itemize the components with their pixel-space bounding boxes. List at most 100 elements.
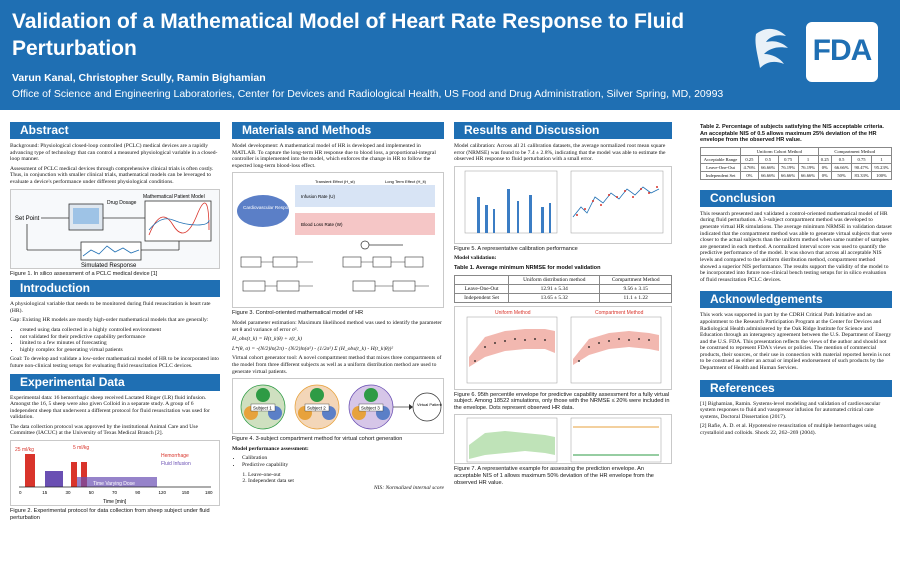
table-cell: Independent Set [699,170,742,180]
fig1-sim-label: Simulated Response [81,263,137,269]
table-cell: 11.1 ± 1.22 [599,292,672,303]
table-cell: 0% [740,170,759,180]
hhs-eagle-icon [755,28,788,68]
authors: Varun Kanal, Christopher Scully, Ramin B… [12,72,266,84]
figure-2: 25 ml/kg 5 ml/kg Time Varying Dose Hemor… [10,440,220,507]
figure-3-caption: Figure 3. Control-oriented mathematical … [232,310,364,317]
table-1-header: Compartment Method [599,274,672,285]
table-cell: 90.47% [851,162,873,172]
fig2-tvd: Time Varying Dose [93,481,135,487]
table-cell: 66.66% [831,162,853,172]
fig2-tick-label: 70 [112,490,118,495]
table-cell: 100% [871,170,892,180]
experimental-heading: Experimental Data [10,373,220,391]
methods-heading: Materials and Methods [232,122,444,139]
hemorrhage-bar [71,462,77,488]
list-item: not validated for their predictive capab… [20,334,220,341]
fig2-rate1: 25 ml/kg [15,447,34,453]
fig2-tick-label: 15 [42,490,48,495]
affiliation: Office of Science and Engineering Labora… [12,88,724,100]
figure-4-caption: Figure 4. 3-subject compartment method f… [232,436,403,443]
poster-header: Validation of a Mathematical Model of He… [0,0,900,110]
table-cell: 0.25 [817,154,833,164]
table-2-group-header: Uniform Cohort Method [740,146,819,156]
list-item: highly complex for generating virtual pa… [20,347,220,354]
fig3-blr: Blood Loss Rate (W) [301,222,343,227]
table-cell: 4.76% [740,162,759,172]
table-cell: 83.33% [851,170,873,180]
figure-1: Set Point Drug Dosage Mathematical Patie… [10,188,220,269]
intro-gap: Gap: Existing HR models are mostly high-… [10,317,209,324]
list-item: Calibration [242,455,444,462]
fig1-model-label: Mathematical Patient Model [143,194,205,200]
figure-5 [454,165,672,244]
fig3-st: Transient Effect (H_st) [315,179,355,184]
figure-1-caption: Figure 1. In silico assessment of a PCLC… [10,270,158,277]
fig2-hem: Hemorrhage [161,453,189,459]
column-3: Results and Discussion Model calibration… [453,122,672,489]
figure-2-protocol: 25 ml/kg 5 ml/kg Time Varying Dose Hemor… [15,445,213,505]
table-2: Uniform Cohort Method Compartment Method… [699,146,893,180]
fig3-inf: Infusion Rate (U) [301,194,336,199]
table-cell: Acceptable Range [699,154,742,164]
table-cell: 0.25 [740,154,759,164]
table-cell: Independent Set [453,292,510,303]
figure-6: Uniform Method Compartment Method [454,305,672,390]
table-1-header: Uniform distribution method [508,274,601,285]
table-cell: 76.19% [797,162,819,172]
column-1: Abstract Background: Physiological close… [10,122,220,524]
fig6-uniform-title: Uniform Method [495,310,531,316]
table-cell: 0% [817,170,833,180]
table-cell: 1 [871,154,892,164]
figure-7-envelope [466,418,662,463]
table-cell: 13.65 ± 5.32 [508,292,601,303]
acknowledgements-heading: Acknowledgements [700,291,892,309]
table-2-caption: Table 2. Percentage of subjects satisfyi… [700,124,884,144]
blood-loss-band [295,213,435,236]
methods-virtual-cohort: Virtual cohort generator tool: A novel c… [232,355,442,375]
table-cell: 66.66% [757,170,779,180]
table-2-group-header: Compartment Method [817,146,893,156]
table-row: Independent Set 0% 66.66% 66.66% 66.66% 0% 50%… [699,170,892,180]
table-cell: 50% [831,170,853,180]
table-cell: Leave-One-Out [699,162,742,172]
assessment-sublist: Leave-one-out Independent data set [248,472,444,485]
fig3-lt: Long Term Effect (H_lt) [385,179,427,184]
fig2-tick-label: 90 [135,490,141,495]
table-row: Independent Set 13.65 ± 5.32 11.1 ± 1.22 [453,292,672,303]
experimental-p1: Experimental data: 16 hemorrhagic sheep … [10,394,210,421]
list-item: Independent data set [248,478,444,485]
table-cell: Leave-One-Out [453,283,510,294]
fig2-tick-label: 180 [205,490,213,495]
assessment-list: Calibration Predictive capability [242,455,444,468]
fig2-rate2: 5 ml/kg [73,445,89,451]
table-cell: 12.91 ± 5.34 [508,283,601,294]
list-item: Leave-one-out [248,472,444,479]
table-cell: 66.66% [797,170,819,180]
equation-2: L*(θ, σ) = -(N/2)ln(2π) - (N/2)ln(σ²) - … [232,345,394,352]
fig2-xlabel: Time [min] [103,499,127,505]
abstract-assessment: Assessment of PCLC medical devices throu… [10,165,214,185]
fig2-tick-label: 120 [159,490,167,495]
fda-logo: FDA [806,22,878,82]
results-calibration: Model calibration: Across all 21 calibra… [454,143,666,163]
table-1: Uniform distribution method Compartment M… [453,274,672,303]
nis-note: NIS: Normalized internal score [373,484,444,491]
fig4-s3: Subject 3 [361,406,380,411]
acknowledgements-text: This work was supported in part by the C… [700,312,892,372]
list-item: created using data collected in a highly… [20,327,220,334]
reference-item: [1] Bighamian, Ramin. Systems-level mode… [700,400,881,420]
figure-3-diagram: Cardiovascular Response Transient Effect… [237,179,435,292]
equation-1: H_obs(t_k) = H(t_k|θ) + ε(t_k) [232,336,302,343]
intro-gap-list: created using data collected in a highly… [20,327,220,353]
hemorrhage-bar [81,462,87,488]
fig6-compartment-title: Compartment Method [595,310,644,316]
results-heading: Results and Discussion [454,122,672,139]
figure-3: Cardiovascular Response Transient Effect… [232,172,444,309]
table-cell: 66.66% [757,162,779,172]
table-cell: 0.5 [831,154,853,164]
figure-2-caption: Figure 2. Experimental protocol for data… [10,508,210,521]
figure-6-caption: Figure 6. 95th percentile envelope for p… [454,391,670,411]
figure-5-caption: Figure 5. A representative calibration p… [454,245,578,252]
table-cell: 1 [797,154,819,164]
